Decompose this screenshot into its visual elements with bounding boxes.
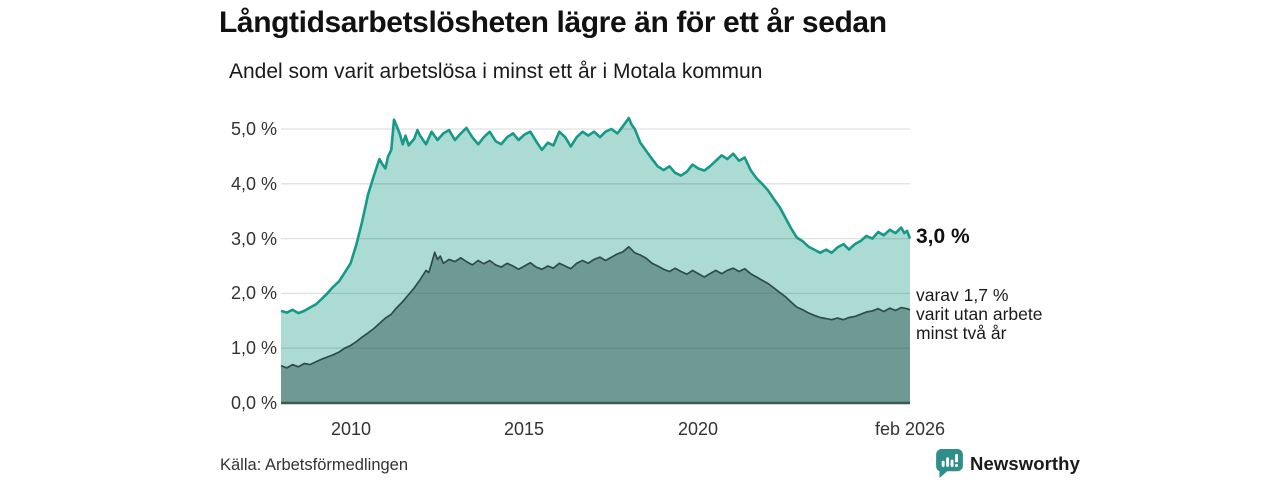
line-two-year-unemployed xyxy=(280,245,911,369)
newsworthy-wordmark: Newsworthy xyxy=(970,452,1080,474)
annotation-line-2: varit utan arbete xyxy=(916,304,1043,324)
y-axis-tick-label: 3,0 % xyxy=(230,228,277,249)
chart-subtitle: Andel som varit arbetslösa i minst ett å… xyxy=(229,60,763,83)
end-value-label-total: 3,0 % xyxy=(916,225,970,248)
line-total-long-term xyxy=(280,116,912,315)
horizontal-gridlines xyxy=(281,128,910,349)
end-annotation-two-year: varav 1,7 % varit utan arbete minst två … xyxy=(916,286,1042,343)
x-axis-tick-label: 2020 xyxy=(677,419,719,439)
bar-chart-speech-bubble-icon xyxy=(936,449,963,478)
source-note: Källa: Arbetsförmedlingen xyxy=(220,456,409,474)
area-two-year-unemployed xyxy=(281,246,910,403)
x-axis-tick-label: 2015 xyxy=(503,419,545,439)
y-axis-tick-label: 1,0 % xyxy=(230,338,277,359)
x-axis-tick-label: feb 2026 xyxy=(874,419,946,439)
annotation-line-1: varav 1,7 % xyxy=(916,285,1009,305)
page-title: Långtidsarbetslösheten lägre än för ett … xyxy=(219,6,887,39)
newsworthy-branding: Newsworthy xyxy=(936,449,1080,478)
y-axis-tick-label: 0,0 % xyxy=(230,393,277,413)
annotation-line-3: minst två år xyxy=(916,323,1007,343)
y-axis-tick-label: 2,0 % xyxy=(230,283,277,304)
y-axis-tick-label: 4,0 % xyxy=(230,173,277,194)
y-axis-tick-label: 5,0 % xyxy=(230,119,277,139)
x-axis-tick-label: 2010 xyxy=(330,419,372,439)
